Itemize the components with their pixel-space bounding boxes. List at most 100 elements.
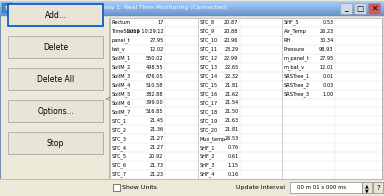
Text: 0.61: 0.61	[227, 154, 238, 159]
FancyBboxPatch shape	[0, 8, 384, 9]
Text: 498.55: 498.55	[146, 65, 164, 70]
Text: RH: RH	[283, 38, 291, 43]
Text: Add...: Add...	[45, 11, 66, 19]
Text: STC_11: STC_11	[200, 46, 218, 52]
Text: 21.54: 21.54	[224, 101, 238, 105]
Text: 22.32: 22.32	[224, 74, 238, 79]
Text: SoilM_6: SoilM_6	[111, 100, 131, 106]
Text: Mux_temp: Mux_temp	[200, 136, 226, 142]
FancyBboxPatch shape	[113, 184, 120, 191]
FancyBboxPatch shape	[110, 18, 382, 179]
Text: 21.36: 21.36	[149, 127, 164, 132]
Text: m_panel_t: m_panel_t	[283, 55, 310, 61]
FancyBboxPatch shape	[340, 3, 352, 14]
Text: 0.03: 0.03	[322, 83, 333, 88]
Text: 20.92: 20.92	[149, 154, 164, 159]
FancyBboxPatch shape	[9, 37, 104, 59]
Text: SoilM_3: SoilM_3	[111, 73, 131, 79]
Text: ✕: ✕	[371, 4, 377, 13]
Text: Delete: Delete	[43, 43, 68, 52]
Text: SRSTree_3: SRSTree_3	[283, 91, 310, 97]
Text: 21.73: 21.73	[149, 163, 164, 168]
Text: m_bat_v: m_bat_v	[283, 64, 305, 70]
Text: 21.81: 21.81	[224, 83, 238, 88]
Text: 22.99: 22.99	[224, 56, 238, 61]
Text: SRSTree_2: SRSTree_2	[283, 82, 310, 88]
Text: SHF_5: SHF_5	[283, 20, 299, 25]
FancyBboxPatch shape	[354, 3, 366, 14]
Text: Options...: Options...	[37, 106, 74, 115]
Text: STC_9: STC_9	[200, 29, 215, 34]
FancyBboxPatch shape	[373, 182, 383, 193]
Text: STC_3: STC_3	[111, 136, 126, 142]
Text: SHF_3: SHF_3	[200, 163, 215, 168]
Text: 26.53: 26.53	[224, 136, 238, 141]
FancyBboxPatch shape	[0, 179, 384, 196]
Text: SoilM_4: SoilM_4	[111, 82, 131, 88]
FancyBboxPatch shape	[0, 11, 384, 12]
Text: 21.27: 21.27	[149, 136, 164, 141]
Text: 27.95: 27.95	[149, 38, 164, 43]
Text: T: T	[5, 5, 9, 11]
Text: 382.88: 382.88	[146, 92, 164, 96]
Text: Stop: Stop	[47, 139, 64, 148]
FancyBboxPatch shape	[8, 68, 103, 90]
FancyBboxPatch shape	[0, 7, 384, 8]
Text: _: _	[344, 4, 348, 13]
Text: ?: ?	[376, 184, 380, 191]
FancyBboxPatch shape	[0, 6, 384, 7]
Text: SHF_1: SHF_1	[200, 145, 215, 151]
FancyBboxPatch shape	[9, 5, 104, 27]
FancyBboxPatch shape	[0, 9, 384, 10]
Text: panel_t: panel_t	[111, 37, 130, 43]
Text: 00 m 01 s 000 ms: 00 m 01 s 000 ms	[298, 185, 347, 190]
Text: STC_16: STC_16	[200, 91, 218, 97]
FancyBboxPatch shape	[0, 10, 384, 11]
Text: 17: 17	[157, 20, 164, 25]
Text: STC_12: STC_12	[200, 55, 218, 61]
Text: STC_19: STC_19	[200, 118, 218, 124]
FancyBboxPatch shape	[8, 132, 103, 154]
Text: 21.62: 21.62	[224, 92, 238, 96]
Text: 98.93: 98.93	[319, 47, 333, 52]
Text: SoilM_5: SoilM_5	[111, 91, 131, 97]
Text: 21.81: 21.81	[224, 127, 238, 132]
FancyBboxPatch shape	[0, 13, 384, 14]
Text: 23.29: 23.29	[224, 47, 238, 52]
Text: STC_4: STC_4	[111, 145, 126, 151]
Text: STC_2: STC_2	[111, 127, 126, 133]
Text: STC_20: STC_20	[200, 127, 218, 133]
Text: 21.45: 21.45	[149, 118, 164, 123]
Text: STC_1: STC_1	[111, 118, 126, 124]
Text: Air_Temp: Air_Temp	[283, 29, 306, 34]
Text: Pressure: Pressure	[283, 47, 305, 52]
Text: 0.16: 0.16	[227, 172, 238, 177]
Text: 27.95: 27.95	[319, 56, 333, 61]
FancyBboxPatch shape	[0, 4, 384, 5]
Text: STC_10: STC_10	[200, 37, 218, 43]
Text: SHF_4: SHF_4	[200, 172, 215, 177]
Text: SoilM_1: SoilM_1	[111, 55, 131, 61]
Text: 21.63: 21.63	[224, 118, 238, 123]
Text: 516.85: 516.85	[146, 109, 164, 114]
FancyBboxPatch shape	[0, 1, 384, 2]
FancyBboxPatch shape	[9, 133, 104, 155]
Text: Update Interval: Update Interval	[236, 185, 285, 190]
Text: <: <	[104, 95, 110, 101]
FancyBboxPatch shape	[0, 14, 384, 15]
Text: 21.23: 21.23	[149, 172, 164, 177]
FancyBboxPatch shape	[0, 12, 384, 13]
Text: ▼: ▼	[365, 188, 369, 193]
Text: 20.87: 20.87	[224, 20, 238, 25]
FancyBboxPatch shape	[362, 182, 372, 193]
Text: STC_8: STC_8	[200, 20, 215, 25]
Text: 510.58: 510.58	[146, 83, 164, 88]
Text: Rectum: Rectum	[111, 20, 131, 25]
Text: TimeStamp: TimeStamp	[111, 29, 140, 34]
Text: 12.02: 12.02	[149, 47, 164, 52]
FancyBboxPatch shape	[368, 3, 380, 14]
Text: 550.02: 550.02	[146, 56, 164, 61]
Text: SoilM_7: SoilM_7	[111, 109, 131, 115]
Text: STC_5: STC_5	[111, 154, 126, 160]
FancyBboxPatch shape	[8, 100, 103, 122]
